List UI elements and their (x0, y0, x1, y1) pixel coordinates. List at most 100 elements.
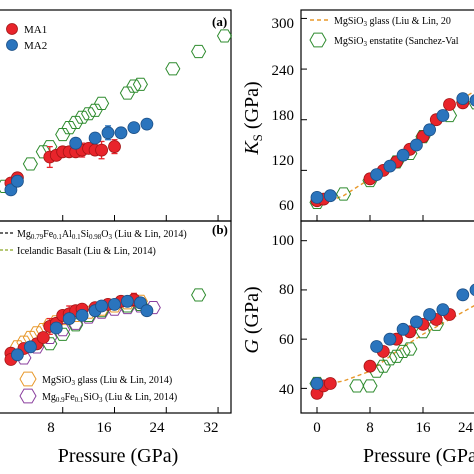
data-point-hexagon (216, 29, 233, 43)
y-tick-label: 80 (279, 282, 294, 298)
legend-tr-line: MgSiO3 glass (Liu & Lin, 20 (334, 16, 451, 28)
data-point-circle (121, 294, 134, 308)
x-tick-label: 8 (366, 420, 374, 436)
y-tick-label: 60 (279, 198, 294, 214)
y-tick-label: 240 (272, 63, 295, 79)
data-point-hexagon (119, 86, 135, 100)
data-point-circle (323, 377, 337, 390)
data-point-circle (409, 315, 423, 329)
y-tick-label: 300 (272, 16, 295, 32)
data-point-circle (469, 94, 474, 107)
legend-tr-hex: MgSiO3 enstatite (Sanchez-Val (334, 36, 459, 48)
data-point-hexagon (94, 96, 110, 110)
panel-b-label: (b) (212, 222, 228, 237)
data-point-circle (49, 321, 63, 335)
data-point-circle (423, 308, 437, 321)
data-point-circle (95, 299, 108, 313)
data-point-circle (75, 308, 89, 322)
data-point-hexagon (74, 110, 90, 124)
data-point-hexagon (22, 157, 38, 171)
data-point-circle (140, 304, 154, 318)
x-tick-label: 0 (313, 420, 321, 436)
y-tick-label: 180 (272, 108, 295, 124)
data-point-circle (127, 121, 141, 134)
data-point-hexagon (335, 187, 352, 201)
data-point-circle (36, 331, 50, 344)
data-point-circle (423, 123, 437, 137)
data-point-circle (456, 288, 470, 302)
x-tick-label: 16 (416, 420, 432, 436)
data-point-hexagon (165, 62, 181, 76)
data-point-circle (436, 109, 450, 122)
left-x-axis-label: Pressure (GPa) (58, 445, 179, 467)
data-point-hexagon (191, 44, 207, 59)
legend-b-hex1: MgSiO3 glass (Liu & Lin, 2014) (42, 375, 172, 387)
data-point-circle (108, 297, 121, 311)
y-tick-label: 40 (279, 382, 294, 398)
data-point-circle (443, 98, 456, 111)
data-point-circle (10, 348, 24, 362)
x-tick-label: 24 (150, 420, 166, 436)
data-point-circle (436, 303, 450, 317)
x-tick-label: 8 (47, 420, 55, 436)
right-x-axis-label: Pressure (GPa (363, 445, 474, 467)
data-point-hexagon (81, 107, 97, 121)
panel-bottomright-data (309, 283, 474, 400)
panel-a-data (0, 29, 233, 197)
data-point-circle (396, 148, 410, 162)
data-point-hexagon (87, 103, 103, 117)
data-point-hexagon (55, 128, 71, 142)
panel-topright-legend: MgSiO3 glass (Liu & Lin, 20 MgSiO3 ensta… (309, 16, 459, 48)
data-point-circle (370, 340, 384, 353)
data-point-circle (323, 189, 337, 203)
legend-ma1-label: MA1 (24, 24, 47, 36)
legend-b-hex2: Mg0.9Fe0.1SiO3 (Liu & Lin, 2014) (42, 392, 177, 404)
data-point-circle (310, 377, 324, 390)
data-point-circle (108, 140, 121, 154)
data-point-hexagon (382, 352, 398, 366)
bottomright-y-axis-label: G (GPa) (241, 286, 263, 353)
y-tick-label: 100 (272, 233, 295, 249)
panel-a-legend: MA1 MA2 (6, 23, 47, 52)
data-point-circle (69, 136, 83, 150)
legend-ma2-label: MA2 (24, 40, 47, 52)
panel-b-data (4, 288, 207, 366)
topright-y-axis-label: KS (GPa) (241, 81, 265, 155)
data-point-circle (101, 126, 115, 140)
x-tick-label: 24 (458, 420, 474, 436)
panel-topright-data (309, 90, 474, 209)
x-tick-label: 32 (204, 420, 219, 436)
right-x-tick-labels: 0 8 16 24 (313, 420, 473, 436)
data-point-hexagon (191, 288, 207, 302)
data-point-hexagon (395, 344, 411, 358)
topright-y-tick-labels: 60 120 180 240 300 (272, 16, 295, 214)
data-point-circle (114, 126, 128, 140)
legend-b-hex1-marker (19, 371, 37, 387)
data-point-circle (409, 138, 423, 152)
data-point-circle (383, 159, 397, 173)
data-point-circle (456, 92, 470, 105)
data-point-hexagon (126, 79, 142, 93)
legend-b-line1: Mg0.79Fe0.1Al0.1Si0.98O3 (Liu & Lin, 201… (17, 229, 187, 241)
data-point-circle (10, 174, 24, 188)
left-x-tick-labels: 8 16 24 32 (47, 420, 218, 436)
data-point-circle (383, 332, 397, 346)
data-point-circle (88, 131, 102, 145)
bottomright-y-tick-labels: 40 60 80 100 (272, 233, 295, 398)
panel-a-label: (a) (212, 14, 227, 29)
legend-tr-hex-marker (309, 32, 327, 48)
data-point-circle (140, 117, 154, 131)
legend-b-line2: Icelandic Basalt (Liu & Lin, 2014) (17, 246, 156, 257)
legend-b-hex2-marker (19, 388, 37, 404)
data-point-circle (310, 190, 324, 204)
data-point-circle (363, 359, 377, 373)
data-point-circle (23, 340, 37, 354)
data-point-circle (4, 183, 18, 197)
x-tick-label: 16 (97, 420, 113, 436)
data-point-hexagon (349, 379, 365, 393)
data-point-hexagon (388, 349, 405, 363)
legend-ma1-marker (6, 23, 18, 35)
data-point-circle (370, 168, 384, 182)
data-point-circle (95, 143, 108, 157)
legend-ma2-marker (6, 39, 18, 51)
